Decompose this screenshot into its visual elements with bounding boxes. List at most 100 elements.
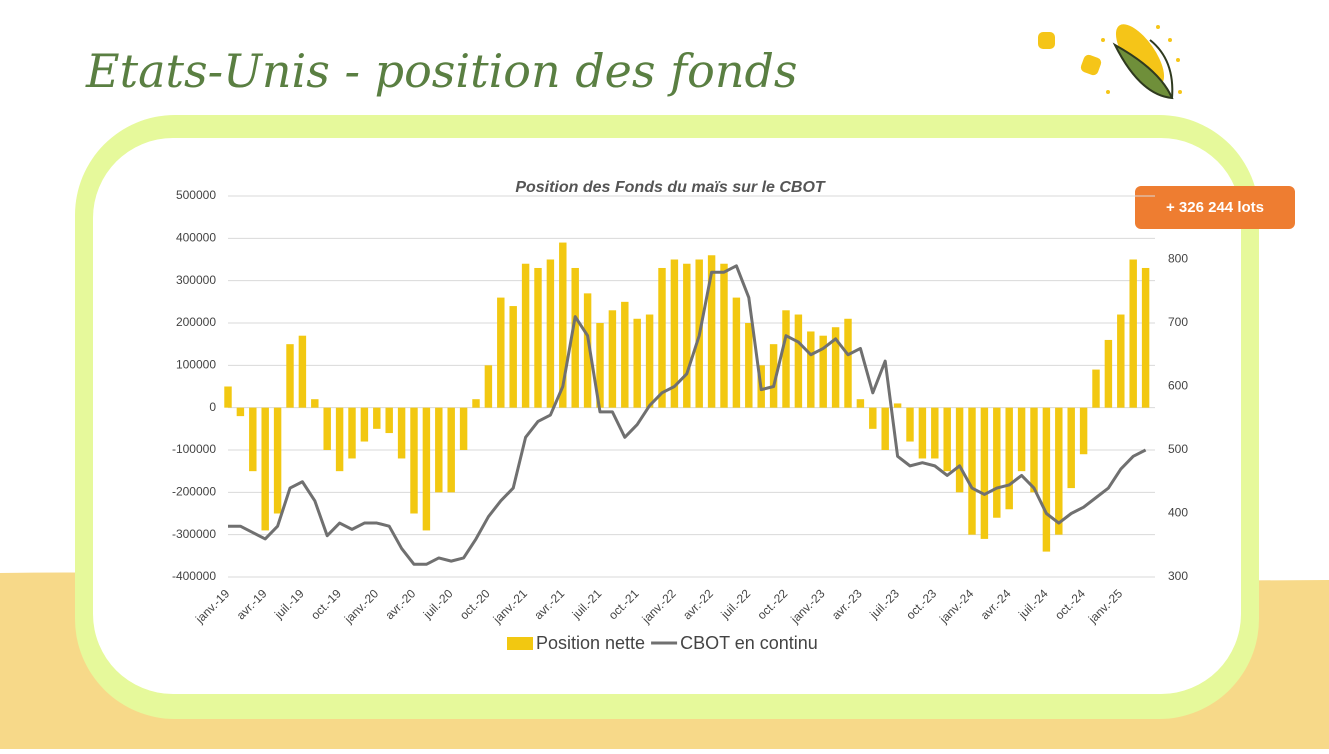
y-tick-label: 100000 bbox=[176, 358, 216, 372]
bar bbox=[571, 267, 579, 408]
bar bbox=[893, 403, 902, 408]
bar bbox=[472, 399, 480, 408]
bar bbox=[745, 323, 753, 408]
legend-label: Position nette bbox=[536, 633, 645, 653]
bar bbox=[621, 301, 629, 408]
y-tick-label: 400000 bbox=[176, 231, 216, 245]
bar bbox=[943, 407, 951, 472]
legend-label: CBOT en continu bbox=[680, 633, 818, 653]
bar bbox=[497, 297, 505, 408]
y-tick-label: 300000 bbox=[176, 273, 216, 287]
badge bbox=[1135, 186, 1295, 229]
page-title: Etats-Unis - position des fonds bbox=[85, 44, 798, 98]
bar bbox=[509, 306, 517, 408]
bar bbox=[1092, 369, 1100, 408]
panel bbox=[93, 138, 1241, 694]
bar bbox=[459, 407, 468, 450]
bar bbox=[484, 365, 493, 408]
y2-tick-label: 500 bbox=[1168, 442, 1188, 456]
y-tick-label: 0 bbox=[209, 400, 216, 414]
bar bbox=[831, 327, 840, 408]
corn-icon bbox=[1038, 24, 1182, 100]
bar bbox=[782, 310, 790, 408]
bar bbox=[546, 259, 555, 408]
bar bbox=[980, 407, 989, 539]
y2-tick-label: 400 bbox=[1168, 506, 1188, 520]
bar bbox=[683, 263, 691, 408]
y2-tick-label: 800 bbox=[1168, 252, 1188, 266]
bar bbox=[645, 314, 654, 408]
bar bbox=[273, 407, 282, 514]
bar bbox=[298, 335, 307, 408]
bar bbox=[844, 318, 852, 408]
bar bbox=[732, 297, 741, 408]
bar bbox=[435, 407, 443, 493]
bar bbox=[769, 344, 778, 408]
bar bbox=[658, 267, 666, 408]
bar bbox=[794, 314, 803, 408]
bar bbox=[869, 407, 877, 429]
y-tick-label: -300000 bbox=[172, 527, 216, 541]
bar bbox=[881, 407, 889, 450]
y-tick-label: -200000 bbox=[172, 485, 216, 499]
bar bbox=[819, 335, 827, 408]
bar bbox=[1104, 339, 1113, 408]
bar bbox=[1079, 407, 1088, 455]
bar bbox=[931, 407, 939, 459]
bar bbox=[906, 407, 914, 442]
bar bbox=[360, 407, 369, 442]
bar bbox=[583, 293, 592, 408]
bar bbox=[447, 407, 455, 493]
bar bbox=[1005, 407, 1013, 510]
bar bbox=[236, 407, 245, 417]
bar bbox=[670, 259, 679, 408]
bar bbox=[993, 407, 1001, 518]
bar bbox=[559, 242, 567, 408]
bar bbox=[397, 407, 406, 459]
bar bbox=[224, 386, 232, 408]
bar bbox=[534, 267, 542, 408]
bar bbox=[1017, 407, 1026, 472]
y-tick-label: 500000 bbox=[176, 188, 216, 202]
badge-text: + 326 244 lots bbox=[1166, 199, 1264, 216]
bar bbox=[410, 407, 418, 514]
bar bbox=[249, 407, 257, 472]
bar bbox=[608, 310, 617, 408]
bar bbox=[918, 407, 927, 459]
y2-tick-label: 600 bbox=[1168, 379, 1188, 393]
bar bbox=[1117, 314, 1125, 408]
bar bbox=[521, 263, 530, 408]
y-tick-label: 200000 bbox=[176, 315, 216, 329]
bar bbox=[596, 323, 604, 408]
bar bbox=[1129, 259, 1137, 408]
bar bbox=[1141, 267, 1150, 408]
y-tick-label: -400000 bbox=[172, 569, 216, 583]
bar bbox=[856, 399, 865, 408]
chart-title: Position des Fonds du maïs sur le CBOT bbox=[515, 179, 826, 196]
bar bbox=[261, 407, 269, 531]
bar bbox=[955, 407, 964, 493]
bar bbox=[348, 407, 356, 459]
bar bbox=[422, 407, 431, 531]
y-tick-label: -100000 bbox=[172, 442, 216, 456]
bar bbox=[1067, 407, 1075, 489]
bar bbox=[311, 399, 319, 408]
bar bbox=[1042, 407, 1051, 552]
bar bbox=[385, 407, 393, 434]
bar bbox=[323, 407, 331, 450]
y2-tick-label: 700 bbox=[1168, 315, 1188, 329]
bar bbox=[968, 407, 976, 535]
line bbox=[228, 264, 1147, 566]
bar bbox=[1055, 407, 1063, 535]
bar bbox=[720, 263, 728, 408]
legend-swatch bbox=[507, 637, 533, 650]
bar bbox=[807, 331, 815, 408]
bar bbox=[286, 344, 294, 408]
y2-tick-label: 300 bbox=[1168, 569, 1188, 583]
bar bbox=[1030, 407, 1038, 493]
bar bbox=[707, 255, 716, 408]
bar bbox=[335, 407, 344, 472]
bar bbox=[373, 407, 381, 429]
